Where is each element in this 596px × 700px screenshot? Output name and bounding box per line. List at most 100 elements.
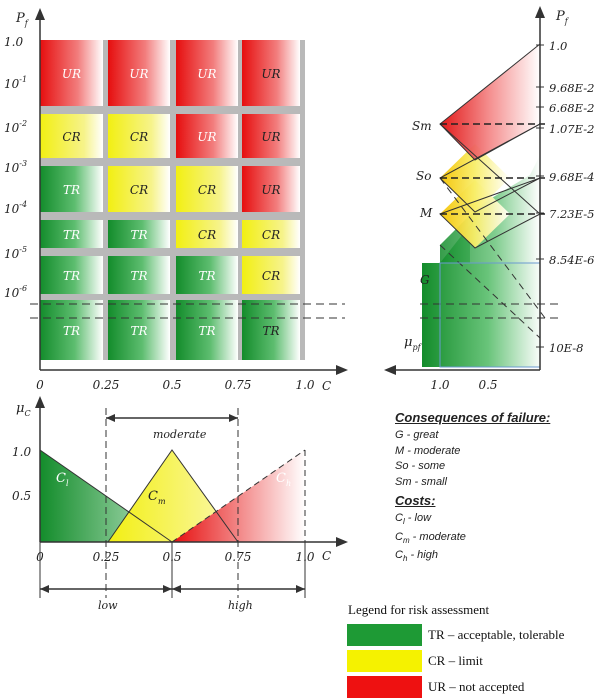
matrix-x-arrow <box>336 365 348 375</box>
low-arrow-left <box>40 585 49 593</box>
matrix-cell-label: UR <box>261 67 280 81</box>
scale-consequence-label: G <box>420 273 430 287</box>
legend-row: CR – limit <box>347 650 595 672</box>
matrix-cell-label: TR <box>63 324 80 338</box>
matrix-y-tick: 10-5 <box>4 245 27 261</box>
scale-value-label: 1.0 <box>549 39 567 53</box>
cost-item: Ch - high <box>395 548 590 567</box>
matrix-x-tick: 1.0 <box>295 378 314 392</box>
legend-title: Legend for risk assessment <box>348 602 489 618</box>
legend-row: UR – not accepted <box>347 676 595 698</box>
high-arrow-left <box>172 585 181 593</box>
costs-list: Cl - low Cm - moderate Ch - high <box>395 511 590 567</box>
consequence-item: Sm - small <box>395 475 590 491</box>
scale-value-label: 8.54E-6 <box>549 253 594 267</box>
moderate-arrow-left <box>106 414 115 422</box>
low-arrow-right <box>163 585 172 593</box>
matrix-x-tick: 0 <box>36 378 44 392</box>
mf-x-tick: 1.0 <box>295 550 314 564</box>
cost-item: Cm - moderate <box>395 530 590 549</box>
matrix-x-tick: 0.75 <box>225 378 252 392</box>
scale-consequence-label: Sm <box>412 119 432 133</box>
scale-value-label: 10E-8 <box>549 341 583 355</box>
matrix-cell-label: TR <box>63 228 80 242</box>
scale-value-label: 9.68E-4 <box>549 170 594 184</box>
scale-value-label: 9.68E-2 <box>549 81 594 95</box>
legend-row: TR – acceptable, tolerable <box>347 624 595 646</box>
mf-y-ticks: 1.0 0.5 <box>12 445 31 503</box>
mf-x-tick: 0.75 <box>225 550 252 564</box>
scale-bottom-title: μpf <box>404 335 423 352</box>
mf-x-arrow <box>336 537 348 547</box>
legend-swatch <box>347 624 422 646</box>
cost-item: Cl - low <box>395 511 590 530</box>
matrix-x-tick: 0.5 <box>162 378 181 392</box>
scale-consequence-label: So <box>416 169 431 183</box>
scale-x-arrow <box>384 365 396 375</box>
matrix-cell-label: TR <box>63 269 80 283</box>
matrix-x-title: C <box>322 379 331 393</box>
moderate-label: moderate <box>153 428 207 441</box>
matrix-cell-label: UR <box>261 183 280 197</box>
matrix-y-tick: 1.0 <box>4 35 23 49</box>
mf-x-tick: 0.5 <box>162 550 181 564</box>
matrix-cell-label: TR <box>198 269 215 283</box>
matrix-y-tick: 10-6 <box>4 284 27 300</box>
scale-y-arrow <box>535 6 545 18</box>
low-label: low <box>98 599 118 612</box>
membership-chart: moderate low high μC C 1.00.5 0 0.25 0.5 0.… <box>12 396 348 612</box>
matrix-cell-label: CR <box>130 130 148 144</box>
legend-label: TR – acceptable, tolerable <box>428 627 564 643</box>
moderate-arrow-right <box>229 414 238 422</box>
probability-scale: Pf μpf 1.09.68E-26.68E-21.07E-29.68E-47.… <box>384 6 594 392</box>
matrix-cell-label: CR <box>262 269 280 283</box>
mf-x-tick: 0 <box>36 550 44 564</box>
matrix-cell-label: TR <box>63 183 80 197</box>
scale-consequence-labels: Sm So M G <box>412 119 433 287</box>
matrix-x-tick: 0.25 <box>93 378 120 392</box>
mf-x-tick: 0.25 <box>93 550 120 564</box>
matrix-cell-label: CR <box>198 183 216 197</box>
legend-label: CR – limit <box>428 653 483 669</box>
matrix-y-ticks: 1.010-110-210-310-410-510-6 <box>4 35 27 300</box>
consequence-item: So - some <box>395 459 590 475</box>
legend-label: UR – not accepted <box>428 679 524 695</box>
consequence-item: G - great <box>395 428 590 444</box>
consequences-heading: Consequences of failure: <box>395 410 590 425</box>
matrix-cell-label: UR <box>261 130 280 144</box>
matrix-cell-label: UR <box>62 67 81 81</box>
matrix-cell-label: CR <box>62 130 80 144</box>
matrix-y-tick: 10-3 <box>4 159 27 175</box>
matrix-cell-label: UR <box>197 130 216 144</box>
costs-heading: Costs: <box>395 493 590 508</box>
matrix-cell-label: TR <box>130 228 147 242</box>
matrix-cell-label: UR <box>129 67 148 81</box>
matrix-x-ticks: 0 0.25 0.5 0.75 1.0 <box>36 378 315 392</box>
scale-values: 1.0 9.68E-2 6.68E-2 1.07E-2 9.68E-4 7.23E-5 8.… <box>536 39 594 355</box>
legend-swatch <box>347 676 422 698</box>
high-arrow-right <box>296 585 305 593</box>
matrix-cell-label: TR <box>262 324 279 338</box>
scale-consequence-label: M <box>419 206 433 220</box>
high-label: high <box>228 599 253 612</box>
scale-band-sm <box>440 44 540 160</box>
mf-y-title: μC <box>16 401 31 418</box>
matrix-y-tick: 10-4 <box>4 200 27 216</box>
mf-y-tick: 1.0 <box>12 445 31 459</box>
matrix-cells: UR UR UR UR CR CR UR UR TR CR CR UR TR TR CR CR TR TR TR CR… <box>40 40 305 360</box>
matrix-cell-label: TR <box>130 324 147 338</box>
mf-x-ticks: 0 0.25 0.5 0.75 1.0 <box>36 550 315 564</box>
matrix-cell-label: TR <box>130 269 147 283</box>
legend-swatch <box>347 650 422 672</box>
scale-x-tick: 0.5 <box>478 378 497 392</box>
mf-x-title: C <box>322 549 331 563</box>
matrix-cell-label: TR <box>198 324 215 338</box>
matrix-cell-label: CR <box>198 228 216 242</box>
scale-value-label: 1.07E-2 <box>549 122 594 136</box>
consequence-item: M - moderate <box>395 444 590 460</box>
consequences-list: G - great M - moderate So - some Sm - small <box>395 428 590 490</box>
matrix-y-tick: 10-1 <box>4 75 27 91</box>
risk-matrix: UR UR UR UR CR CR UR UR TR CR CR UR TR TR CR CR TR TR TR CR… <box>4 8 348 393</box>
matrix-cell-label: UR <box>197 67 216 81</box>
